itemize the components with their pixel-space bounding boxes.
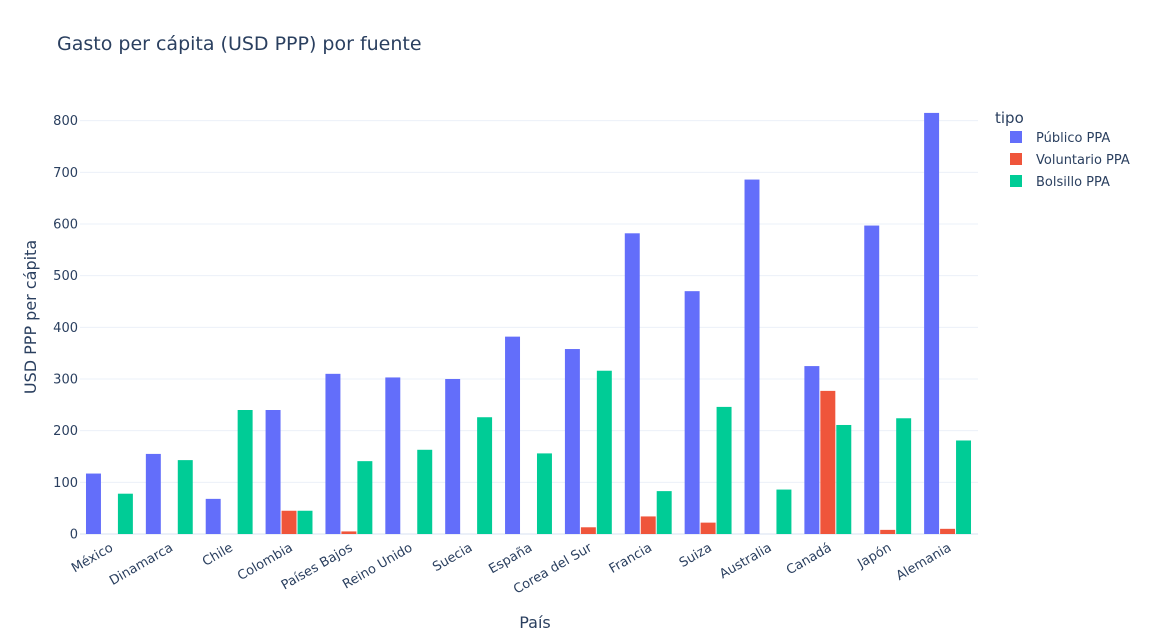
bar: [265, 410, 281, 534]
bar: [205, 498, 221, 534]
legend-item-label: Bolsillo PPA: [1036, 175, 1110, 190]
bar: [580, 527, 596, 534]
x-tick-label: Alemania: [894, 540, 954, 583]
bar: [624, 233, 640, 535]
legend-item-label: Público PPA: [1036, 131, 1110, 146]
bar: [596, 370, 612, 534]
y-tick-label: 400: [53, 321, 78, 336]
bar: [85, 473, 101, 534]
y-tick-label: 800: [53, 114, 78, 129]
bar: [297, 510, 313, 534]
bar: [341, 531, 357, 534]
y-tick-label: 300: [53, 373, 78, 388]
bar: [117, 493, 133, 534]
x-tick-label: Australia: [717, 540, 774, 582]
bar: [880, 529, 896, 534]
x-tick-label: Dinamarca: [107, 540, 176, 588]
y-tick-label: 200: [53, 424, 78, 439]
bars: [85, 112, 972, 535]
bar: [357, 461, 373, 534]
x-tick-label: Suiza: [677, 540, 715, 570]
bar: [564, 349, 580, 534]
chart-title: Gasto per cápita (USD PPP) por fuente: [57, 33, 422, 55]
legend-swatch: [1010, 175, 1022, 187]
legend: tipo Público PPA Voluntario PPA Bolsillo P…: [995, 109, 1130, 190]
bar: [325, 373, 341, 534]
bar: [445, 379, 461, 534]
bar: [820, 390, 836, 534]
bar: [896, 418, 912, 534]
x-tick-label: España: [486, 540, 535, 577]
bar: [477, 417, 493, 534]
x-tick-label: México: [69, 540, 116, 576]
bar: [237, 410, 253, 534]
x-axis-title: País: [519, 613, 551, 632]
bar: [656, 491, 672, 534]
x-tick-label: Suecia: [430, 540, 475, 575]
bar: [864, 225, 880, 535]
y-axis-title: USD PPP per cápita: [21, 240, 40, 394]
y-tick-label: 500: [53, 269, 78, 284]
bar: [940, 528, 956, 534]
legend-item-label: Voluntario PPA: [1036, 153, 1130, 168]
legend-swatch: [1010, 131, 1022, 143]
bar: [177, 460, 193, 534]
y-axis-ticks: 0 100 200 300 400 500 600 700 800: [53, 114, 78, 542]
bar: [417, 449, 433, 534]
bar: [281, 510, 297, 534]
y-tick-label: 600: [53, 218, 78, 233]
y-tick-label: 700: [53, 166, 78, 181]
bar: [684, 291, 700, 534]
bar: [145, 453, 161, 534]
x-tick-label: Chile: [200, 540, 236, 569]
bar: [536, 453, 552, 534]
bar: [640, 516, 656, 534]
bar: [716, 406, 732, 534]
y-tick-label: 100: [53, 476, 78, 491]
y-tick-label: 0: [70, 528, 78, 543]
legend-title: tipo: [995, 109, 1024, 127]
legend-swatch: [1010, 153, 1022, 165]
x-tick-label: Canadá: [784, 540, 834, 578]
bar: [744, 179, 760, 535]
bar: [700, 522, 716, 534]
bar: [924, 112, 940, 535]
bar: [836, 424, 852, 534]
x-tick-label: Japón: [854, 540, 894, 572]
bar: [804, 366, 820, 534]
bar: [505, 336, 521, 534]
bar: [956, 440, 972, 534]
x-tick-label: Francia: [607, 540, 655, 576]
bar: [776, 489, 792, 534]
bar: [385, 377, 401, 534]
